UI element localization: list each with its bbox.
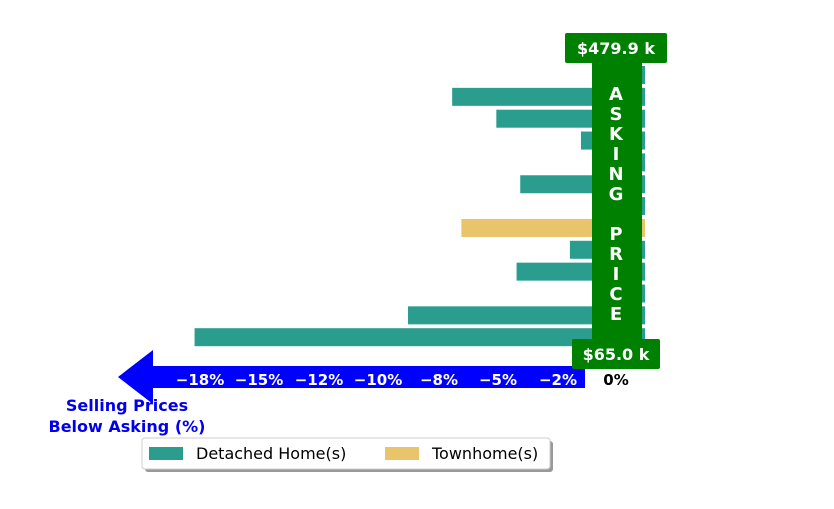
x-axis-label: Selling Prices Below Asking (%)	[49, 396, 206, 436]
x-tick-label: −15%	[235, 371, 283, 389]
bars-layer	[194, 66, 645, 347]
band-letter: S	[610, 104, 623, 125]
band-letter: R	[609, 244, 623, 265]
x-axis-label-line: Selling Prices	[66, 396, 188, 415]
band-letter: P	[609, 224, 622, 245]
band-letter: G	[609, 184, 624, 205]
x-tick-label: −12%	[295, 371, 343, 389]
x-axis-arrow	[118, 350, 585, 404]
price-bottom-badge-box	[572, 339, 660, 369]
x-tick-label: −2%	[539, 371, 577, 389]
bar	[194, 328, 645, 347]
legend-label: Townhome(s)	[431, 444, 538, 463]
asking-price-band-rect	[592, 62, 642, 354]
band-letter: C	[609, 284, 622, 305]
price-bottom-badge: $65.0 k	[572, 339, 660, 369]
price-top-badge-box	[565, 33, 667, 63]
legend-swatch	[149, 447, 183, 460]
band-letter: I	[613, 144, 620, 165]
price-top-label: $479.9 k	[577, 39, 655, 58]
band-letter: I	[613, 264, 620, 285]
band-letter: N	[608, 164, 623, 185]
legend: Detached Home(s) Townhome(s)	[141, 437, 553, 472]
bar	[408, 306, 645, 325]
band-letter: K	[609, 124, 624, 145]
legend-items: Detached Home(s) Townhome(s)	[149, 444, 538, 463]
price-bottom-label: $65.0 k	[583, 345, 650, 364]
price-top-badge: $479.9 k	[565, 33, 667, 63]
x-tick-label: −10%	[354, 371, 402, 389]
x-axis-ticks: −18% −15% −12% −10% −8% −5% −2% 0%	[176, 371, 629, 389]
legend-swatch	[385, 447, 419, 460]
band-letter: A	[609, 84, 623, 105]
x-tick-label: −18%	[176, 371, 224, 389]
x-axis-label-line: Below Asking (%)	[49, 417, 206, 436]
legend-box	[141, 437, 551, 470]
left-arrow-icon	[118, 350, 585, 404]
x-tick-label: 0%	[603, 371, 628, 389]
band-letter: E	[610, 304, 622, 325]
x-tick-label: −8%	[420, 371, 458, 389]
legend-label: Detached Home(s)	[196, 444, 346, 463]
x-tick-label: −5%	[479, 371, 517, 389]
